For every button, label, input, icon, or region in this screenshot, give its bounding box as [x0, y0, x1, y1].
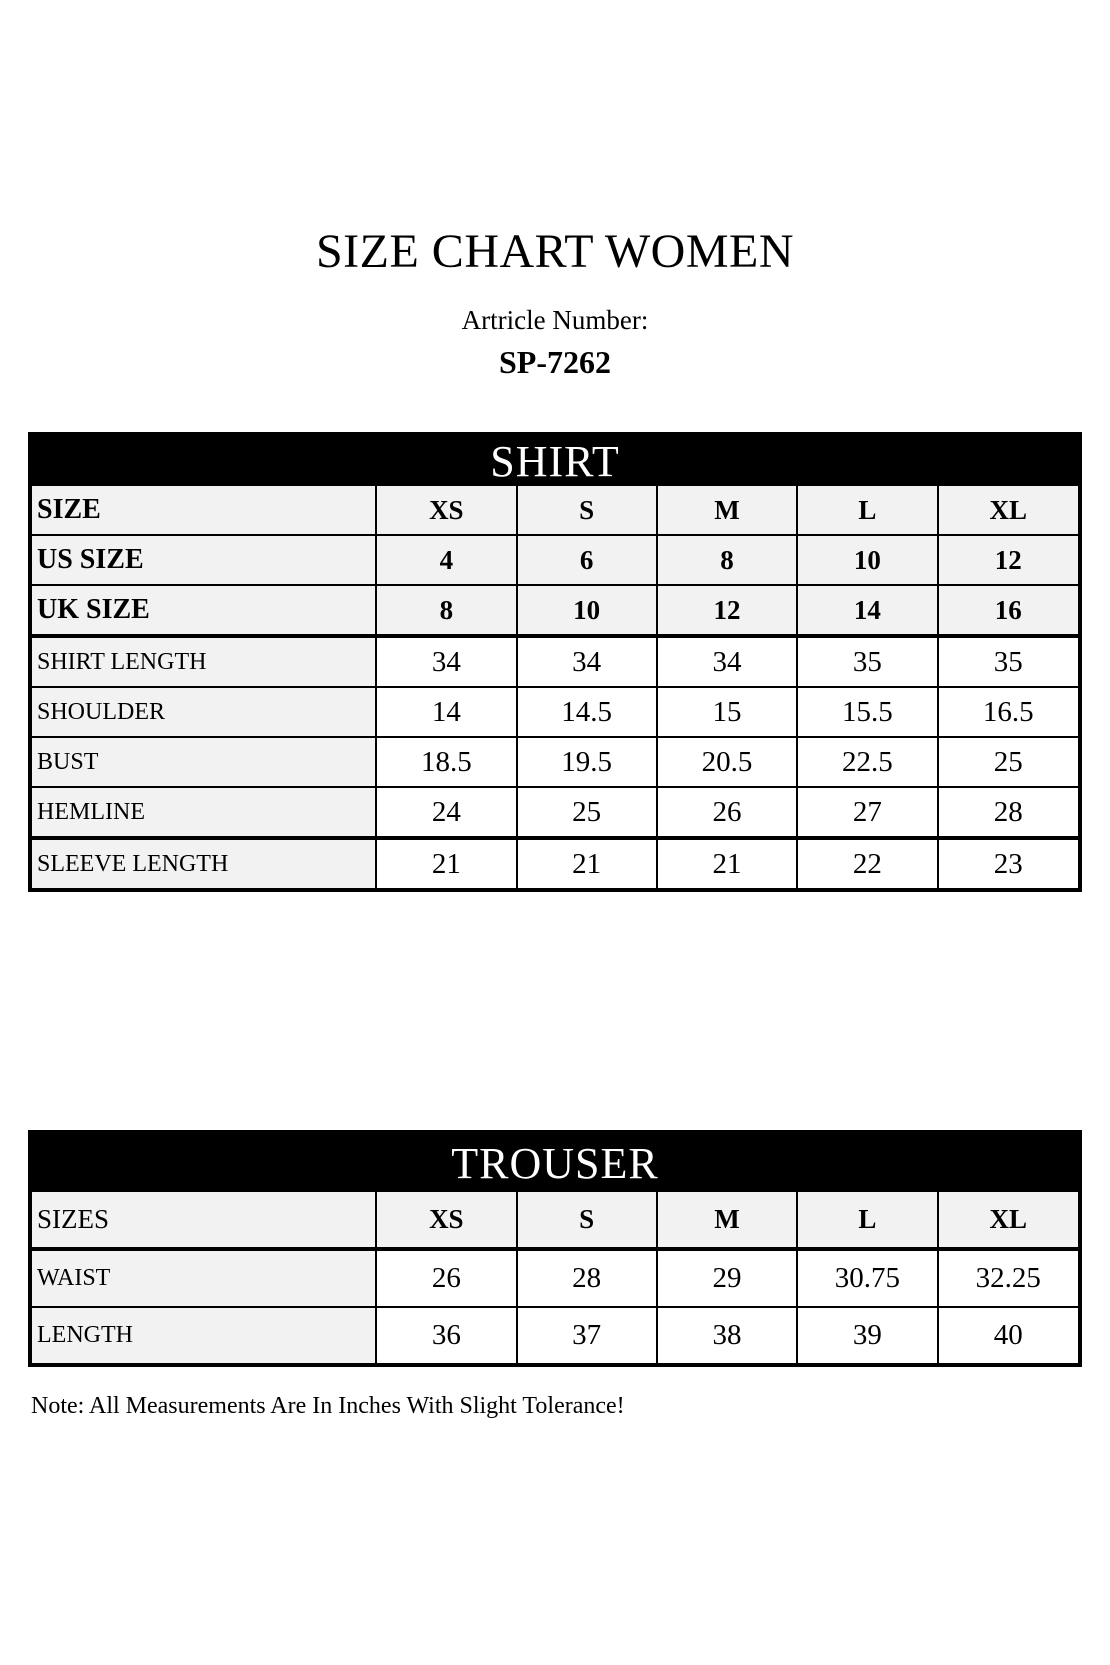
cell-value: 38	[656, 1306, 799, 1363]
cell-value: 34	[656, 634, 799, 687]
cell-value: 28	[516, 1247, 658, 1307]
trouser-table-title: TROUSER	[32, 1134, 1078, 1192]
page-title: SIZE CHART WOMEN	[315, 225, 794, 278]
cell-value: 30.75	[797, 1247, 939, 1307]
cell-value: XS	[376, 1192, 518, 1249]
cell-value: 25	[516, 786, 658, 838]
cell-value: 22	[797, 836, 939, 888]
cell-value: 8	[376, 584, 518, 636]
cell-value: 22.5	[797, 736, 939, 787]
cell-value: 34	[516, 634, 658, 687]
cell-value: 26	[656, 786, 799, 838]
cell-value: 4	[376, 534, 518, 585]
row-label: WAIST	[32, 1247, 378, 1307]
cell-value: 14	[797, 584, 939, 636]
row-label: SLEEVE LENGTH	[32, 836, 378, 888]
cell-value: L	[797, 1192, 939, 1249]
article-number-value: SP-7262	[499, 344, 611, 380]
row-label: HEMLINE	[32, 786, 378, 838]
row-label: BUST	[32, 736, 378, 787]
cell-value: 27	[797, 786, 939, 838]
cell-value: 15	[656, 686, 799, 737]
cell-value: XL	[937, 1192, 1078, 1249]
cell-value: 16.5	[937, 686, 1078, 737]
table-row: SHIRT LENGTH 34 34 34 35 35	[32, 634, 1078, 687]
cell-value: 23	[937, 836, 1078, 888]
cell-value: M	[656, 486, 799, 535]
table-row: UK SIZE 8 10 12 14 16	[32, 584, 1078, 636]
cell-value: 14.5	[516, 686, 658, 737]
table-row: LENGTH 36 37 38 39 40	[32, 1306, 1078, 1363]
cell-value: 35	[797, 634, 939, 687]
row-label: LENGTH	[32, 1306, 378, 1363]
row-label: SHIRT LENGTH	[32, 634, 378, 687]
cell-value: 36	[376, 1306, 518, 1363]
shirt-table-grid: SIZE XS S M L XL US SIZE 4 6 8 10 12 UK SIZE 8 10 12 14 1…	[32, 486, 1078, 888]
cell-value: 21	[516, 836, 658, 888]
table-row: SIZE XS S M L XL	[32, 486, 1078, 535]
cell-value: 32.25	[937, 1247, 1078, 1307]
trouser-table-grid: SIZES XS S M L XL WAIST 26 28 29 30.75 32.25 LENGTH 3…	[32, 1192, 1078, 1363]
table-row: WAIST 26 28 29 30.75 32.25	[32, 1247, 1078, 1307]
cell-value: 6	[516, 534, 658, 585]
cell-value: L	[797, 486, 939, 535]
cell-value: 21	[376, 836, 518, 888]
row-label: SHOULDER	[32, 686, 378, 737]
table-row: US SIZE 4 6 8 10 12	[32, 534, 1078, 585]
cell-value: 12	[937, 534, 1078, 585]
cell-value: 37	[516, 1306, 658, 1363]
cell-value: S	[516, 486, 658, 535]
row-label: US SIZE	[32, 534, 378, 585]
cell-value: 40	[937, 1306, 1078, 1363]
cell-value: 39	[797, 1306, 939, 1363]
cell-value: 14	[376, 686, 518, 737]
article-number-label: Artricle Number:	[461, 305, 649, 335]
cell-value: 35	[937, 634, 1078, 687]
cell-value: 25	[937, 736, 1078, 787]
shirt-size-table: SHIRT SIZE XS S M L XL US SIZE 4 6 8 10 12 UK SIZE 8 1…	[28, 432, 1082, 892]
cell-value: S	[516, 1192, 658, 1249]
cell-value: 15.5	[797, 686, 939, 737]
table-row: HEMLINE 24 25 26 27 28	[32, 786, 1078, 838]
cell-value: 8	[656, 534, 799, 585]
row-label: SIZE	[32, 486, 378, 535]
cell-value: 20.5	[656, 736, 799, 787]
cell-value: 12	[656, 584, 799, 636]
cell-value: XL	[937, 486, 1078, 535]
cell-value: 24	[376, 786, 518, 838]
cell-value: M	[656, 1192, 799, 1249]
cell-value: 29	[656, 1247, 799, 1307]
cell-value: 19.5	[516, 736, 658, 787]
cell-value: 34	[376, 634, 518, 687]
cell-value: 10	[516, 584, 658, 636]
table-row: BUST 18.5 19.5 20.5 22.5 25	[32, 736, 1078, 787]
row-label: UK SIZE	[32, 584, 378, 636]
shirt-table-title: SHIRT	[32, 436, 1078, 486]
cell-value: 16	[937, 584, 1078, 636]
cell-value: 18.5	[376, 736, 518, 787]
table-row: SLEEVE LENGTH 21 21 21 22 23	[32, 836, 1078, 888]
cell-value: 28	[937, 786, 1078, 838]
row-label: SIZES	[32, 1192, 378, 1249]
cell-value: 10	[797, 534, 939, 585]
table-row: SHOULDER 14 14.5 15 15.5 16.5	[32, 686, 1078, 737]
cell-value: 21	[656, 836, 799, 888]
table-row: SIZES XS S M L XL	[32, 1192, 1078, 1249]
measurement-note: Note: All Measurements Are In Inches Wit…	[31, 1393, 625, 1419]
cell-value: XS	[376, 486, 518, 535]
cell-value: 26	[376, 1247, 518, 1307]
trouser-size-table: TROUSER SIZES XS S M L XL WAIST 26 28 29 30.75 32.2…	[28, 1130, 1082, 1367]
